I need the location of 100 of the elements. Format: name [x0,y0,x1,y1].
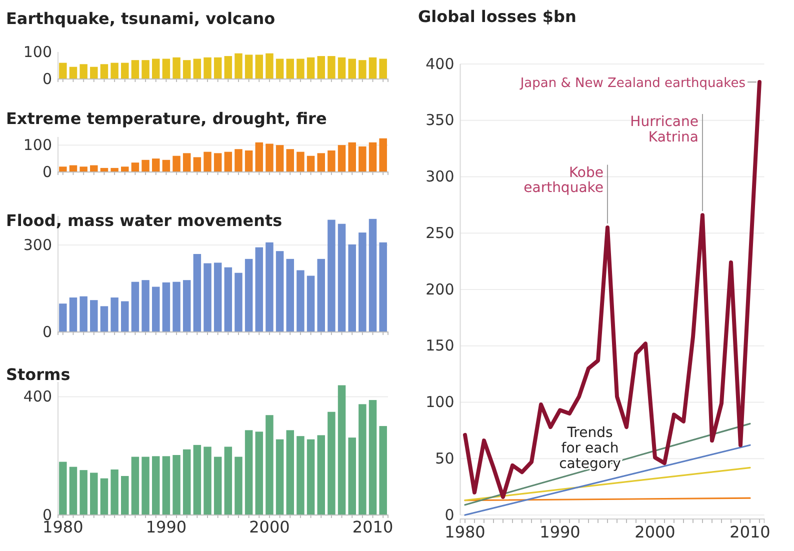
bar [224,446,232,515]
bar [328,412,336,515]
bar [59,462,67,515]
y-tick-label: 350 [426,111,454,130]
bar [328,56,336,79]
y-tick-label: 100 [23,136,52,154]
chart-title: Storms [6,365,70,384]
bar [80,166,88,172]
bar [286,58,294,79]
bar [182,60,191,79]
bar [80,296,88,332]
y-tick-label: 300 [23,236,52,254]
bar [152,456,160,515]
bar [234,149,242,172]
bar [193,444,202,515]
bar [162,282,170,332]
y-tick-label: 150 [426,336,454,355]
bar [368,400,377,515]
bar [255,247,264,332]
y-tick-label: 100 [23,42,52,61]
bar [379,242,387,332]
bar [90,165,98,172]
bar [142,60,150,79]
bar [379,426,387,515]
y-tick-label: 50 [435,449,454,468]
chart-title: Earthquake, tsunami, volcano [6,9,276,28]
y-tick-label: 0 [444,506,454,524]
bar [69,66,78,79]
bar [317,435,325,515]
bar [182,449,191,515]
bar [100,306,108,332]
bar [276,145,284,172]
bar [172,156,180,172]
bar [348,438,356,515]
bar [276,439,284,515]
bar [80,470,88,515]
bar [358,146,366,172]
bar [172,455,180,515]
bar [204,263,212,332]
bar [90,300,98,332]
bar [214,57,222,79]
bar [286,430,294,515]
bar [110,168,118,172]
bar [338,224,346,332]
bar [110,62,118,79]
y-tick-label: 0 [42,162,52,181]
bar [224,56,232,79]
y-tick-label: 300 [426,168,454,186]
bar [266,415,274,515]
bar [317,153,325,172]
bar [368,57,377,79]
bar [182,280,191,332]
bar [90,66,98,79]
x-tick-label: 2010 [352,517,394,536]
bar [142,280,150,332]
bar [379,58,387,79]
bar [152,58,160,79]
bar [296,436,304,515]
bar [121,62,129,79]
bar [121,301,129,332]
bar [162,456,170,515]
bar [244,150,253,172]
bar [368,218,377,332]
bar [358,232,366,332]
bar [286,258,294,332]
bar [348,244,356,332]
bar [204,152,212,172]
bar [234,272,242,332]
x-tick-label: 1990 [146,517,187,536]
bar [152,158,160,172]
bar [317,258,325,332]
bar [338,385,346,515]
y-tick-label: 0 [42,70,52,88]
x-tick-label: 2000 [249,517,290,536]
bar [214,456,222,515]
bar [131,282,140,332]
x-tick-label: 2010 [730,522,770,542]
bar [234,53,242,79]
bar [214,262,222,332]
bar [328,220,336,332]
bar [182,153,191,172]
bar [224,152,232,172]
bar [100,64,108,79]
bar [131,60,140,79]
annotation: Hurricane Katrina [630,114,698,146]
bar [234,456,242,515]
bar [142,160,150,172]
bar [358,60,366,79]
bar [276,58,284,79]
bar [379,138,387,172]
bar [306,439,315,515]
bar [69,466,78,515]
bar [193,254,202,332]
bar [266,53,274,79]
bar [172,57,180,79]
x-tick-label: 2000 [634,522,676,542]
bar [328,150,336,172]
bar [110,469,118,515]
bar [59,166,67,172]
bar [266,242,274,332]
